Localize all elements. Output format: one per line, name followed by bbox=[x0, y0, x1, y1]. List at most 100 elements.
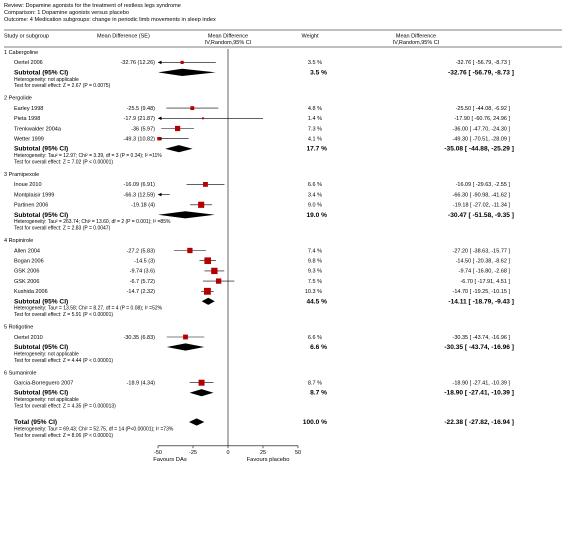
study-ci: -66.30 [ -90.98, -41.62 ] bbox=[453, 192, 511, 198]
x-tick-label: -50 bbox=[154, 450, 162, 456]
col-header-weight: Weight bbox=[301, 34, 318, 40]
study-name: Wetter 1999 bbox=[14, 137, 44, 143]
col-header-md-ci-2: IV,Random,95% CI bbox=[393, 40, 440, 46]
study-md-se: -6.7 (5.72) bbox=[130, 279, 156, 285]
study-weight: 8.7 % bbox=[308, 381, 322, 387]
overall-effect-text: Test for overall effect: Z = 2.83 (P = 0… bbox=[14, 226, 111, 232]
study-name: Earley 1998 bbox=[14, 106, 43, 112]
subtotal-ci: -18.90 [ -27.41, -10.39 ] bbox=[444, 390, 514, 397]
subgroup-title: 3 Pramipexole bbox=[4, 172, 39, 178]
col-header-md-se: Mean Difference (SE) bbox=[97, 34, 150, 40]
study-ci: -32.76 [ -56.79, -8.73 ] bbox=[456, 60, 511, 66]
study-point bbox=[201, 117, 204, 120]
review-title: Review: Dopamine agonists for the treatm… bbox=[4, 3, 181, 9]
study-name: GSK 2006 bbox=[14, 269, 39, 275]
total-label: Total (95% CI) bbox=[14, 419, 57, 426]
study-point bbox=[204, 257, 211, 264]
study-md-se: -14.5 (3) bbox=[134, 259, 155, 265]
x-axis-ticks: -50 -25 0 25 50 bbox=[154, 445, 301, 456]
col-header-md-ci-1: Mean Difference bbox=[396, 34, 436, 40]
total-heterogeneity-text: Heterogeneity: Tau² = 69.43; Chi² = 52.7… bbox=[14, 426, 174, 432]
study-ci: -49.30 [ -70.51, -28.09 ] bbox=[453, 137, 511, 143]
study-weight: 9.0 % bbox=[308, 203, 322, 209]
study-md-se: -32.76 (12.26) bbox=[120, 60, 155, 66]
total-weight: 100.0 % bbox=[303, 419, 327, 426]
heterogeneity-text: Heterogeneity: not applicable bbox=[14, 397, 79, 403]
x-tick-label: 0 bbox=[226, 450, 229, 456]
subtotal-weight: 8.7 % bbox=[310, 390, 327, 397]
study-weight: 7.4 % bbox=[308, 248, 322, 254]
study-ci: -18.90 [ -27.41, -10.39 ] bbox=[453, 381, 511, 387]
subtotal-label: Subtotal (95% CI) bbox=[14, 69, 68, 76]
subgroup-title: 6 Sumanirole bbox=[4, 370, 36, 376]
study-point bbox=[198, 379, 205, 386]
subtotal-label: Subtotal (95% CI) bbox=[14, 146, 68, 153]
study-weight: 7.5 % bbox=[308, 279, 322, 285]
total-overall-effect-text: Test for overall effect: Z = 8.06 (P < 0… bbox=[14, 433, 113, 439]
study-weight: 7.3 % bbox=[308, 126, 322, 132]
study-weight: 4.8 % bbox=[308, 106, 322, 112]
subgroup-title: 4 Ropinirole bbox=[4, 238, 33, 244]
study-name: GSK 2006 bbox=[14, 279, 39, 285]
study-ci: -16.09 [ -29.63, -2.55 ] bbox=[456, 182, 511, 188]
total-ci: -22.38 [ -27.82, -16.94 ] bbox=[444, 419, 514, 426]
study-md-se: -14.7 (2.32) bbox=[127, 289, 156, 295]
subtotal-diamond bbox=[158, 211, 215, 219]
study-md-se: -19.18 (4) bbox=[131, 203, 155, 209]
comparison-title: Comparison: 1 Dopamine agonists versus p… bbox=[4, 10, 129, 16]
study-md-se: -16.09 (6.91) bbox=[124, 182, 156, 188]
study-ci: -9.74 [ -16.80, -2.68 ] bbox=[459, 269, 511, 275]
subtotal-label: Subtotal (95% CI) bbox=[14, 390, 68, 397]
study-point bbox=[174, 125, 181, 132]
study-name: Montplaisir 1999 bbox=[14, 192, 54, 198]
study-md-se: -17.9 (21.87) bbox=[124, 116, 156, 122]
subtotal-weight: 17.7 % bbox=[306, 146, 327, 153]
subtotal-ci: -30.35 [ -43.74, -16.96 ] bbox=[444, 344, 514, 351]
study-ci: -6.70 [ -17.91, 4.51 ] bbox=[460, 279, 510, 285]
subtotal-weight: 3.5 % bbox=[310, 69, 327, 76]
subgroup-title: 1 Cabergoline bbox=[4, 50, 38, 56]
outcome-title: Outcome: 4 Medication subgroups: change … bbox=[4, 17, 216, 23]
subgroup-title: 2 Pergolide bbox=[4, 96, 32, 102]
subtotal-label: Subtotal (95% CI) bbox=[14, 344, 68, 351]
heterogeneity-text: Heterogeneity: Tau² = 263.74; Chi² = 13.… bbox=[14, 219, 171, 225]
subtotal-diamond bbox=[166, 343, 205, 351]
study-md-se: -27.2 (5.83) bbox=[127, 248, 156, 254]
study-md-se: -9.74 (3.6) bbox=[130, 269, 156, 275]
study-ci-arrow-left bbox=[158, 192, 162, 197]
subtotal-diamond bbox=[189, 389, 214, 397]
study-md-se: -49.3 (10.82) bbox=[124, 137, 156, 143]
study-point bbox=[183, 334, 188, 340]
subtotal-weight: 6.6 % bbox=[310, 344, 327, 351]
study-md-se: -25.5 (9.48) bbox=[127, 106, 156, 112]
study-weight: 3.4 % bbox=[308, 192, 322, 198]
study-point bbox=[157, 136, 161, 141]
overall-effect-text: Test for overall effect: Z = 4.44 (P < 0… bbox=[14, 358, 113, 364]
overall-effect-text: Test for overall effect: Z = 4.35 (P = 0… bbox=[14, 404, 116, 410]
study-ci: -14.50 [ -20.38, -8.62 ] bbox=[456, 259, 511, 265]
study-md-se: -30.35 (6.83) bbox=[124, 335, 156, 341]
subtotal-label: Subtotal (95% CI) bbox=[14, 212, 68, 219]
subtotal-diamond bbox=[158, 68, 216, 76]
col-header-study: Study or subgroup bbox=[4, 34, 49, 40]
study-ci: -36.00 [ -47.70, -24.30 ] bbox=[453, 126, 511, 132]
study-weight: 6.6 % bbox=[308, 182, 322, 188]
study-name: Allen 2004 bbox=[14, 248, 40, 254]
study-point bbox=[211, 267, 218, 275]
overall-effect-text: Test for overall effect: Z = 5.91 (P < 0… bbox=[14, 312, 113, 318]
study-weight: 4.1 % bbox=[308, 137, 322, 143]
study-name: Trenkwalder 2004a bbox=[14, 126, 62, 132]
total-diamond bbox=[189, 418, 205, 426]
subtotal-weight: 19.0 % bbox=[306, 212, 327, 219]
x-tick-label: -25 bbox=[189, 450, 197, 456]
col-header-md-plot-1: Mean Difference bbox=[208, 34, 248, 40]
study-md-se: -18.9 (4.34) bbox=[127, 381, 156, 387]
study-weight: 9.3 % bbox=[308, 269, 322, 275]
study-ci: -17.90 [ -60.76, 24.96 ] bbox=[454, 116, 510, 122]
subtotal-ci: -32.76 [ -56.79, -8.73 ] bbox=[448, 69, 514, 76]
study-point bbox=[180, 60, 184, 64]
heterogeneity-text: Heterogeneity: Tau² = 12.97; Chi² = 3.39… bbox=[14, 153, 162, 159]
study-ci: -19.18 [ -27.02, -11.34 ] bbox=[453, 203, 511, 209]
study-point bbox=[203, 287, 211, 295]
